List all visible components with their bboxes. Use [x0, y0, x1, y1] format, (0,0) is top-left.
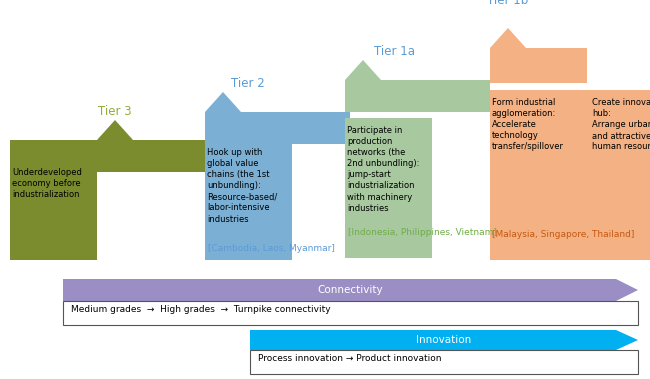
Text: [Malaysia, Singapore, Thailand]: [Malaysia, Singapore, Thailand] — [492, 230, 634, 239]
Text: Medium grades  →  High grades  →  Turnpike connectivity: Medium grades → High grades → Turnpike c… — [71, 305, 331, 314]
Bar — [345, 118, 432, 258]
Text: Participate in
production
networks (the
2nd unbundling):
jump-start
industrializ: Participate in production networks (the … — [347, 126, 419, 213]
Text: Underdeveloped
economy before
industrialization: Underdeveloped economy before industrial… — [12, 168, 82, 199]
Polygon shape — [97, 120, 133, 140]
Text: Connectivity: Connectivity — [318, 285, 383, 295]
Text: [Cambodia, Laos, Myanmar]: [Cambodia, Laos, Myanmar] — [208, 244, 335, 253]
Polygon shape — [616, 279, 638, 301]
Text: Hook up with
global value
chains (the 1st
unbundling):
Resource-based/
labor-int: Hook up with global value chains (the 1s… — [207, 148, 278, 224]
Text: [Indonesia, Philippines, Vietnam]: [Indonesia, Philippines, Vietnam] — [348, 228, 497, 237]
Text: Tier 3: Tier 3 — [98, 105, 132, 118]
Bar — [10, 140, 205, 172]
Bar — [63, 301, 638, 325]
Bar — [250, 350, 638, 374]
Polygon shape — [205, 92, 241, 112]
Text: Tier 2: Tier 2 — [231, 77, 265, 90]
Polygon shape — [490, 28, 526, 48]
Text: Process innovation → Product innovation: Process innovation → Product innovation — [258, 354, 441, 363]
Bar — [490, 90, 650, 260]
Bar — [63, 279, 616, 301]
Polygon shape — [616, 330, 638, 350]
Bar — [345, 80, 490, 112]
Bar — [205, 140, 292, 260]
Bar — [490, 48, 587, 83]
Text: Tier 1b: Tier 1b — [488, 0, 528, 7]
Bar — [250, 330, 616, 350]
Text: Innovation: Innovation — [417, 335, 472, 345]
Text: Create innovation
hub:
Arrange urban amenities
and attractive/nurture
human reso: Create innovation hub: Arrange urban ame… — [592, 98, 650, 151]
Text: Form industrial
agglomeration:
Accelerate
technology
transfer/spillover: Form industrial agglomeration: Accelerat… — [492, 98, 564, 151]
Polygon shape — [345, 60, 381, 80]
Bar — [205, 112, 350, 144]
Bar — [10, 160, 97, 260]
Text: Tier 1a: Tier 1a — [374, 45, 415, 58]
